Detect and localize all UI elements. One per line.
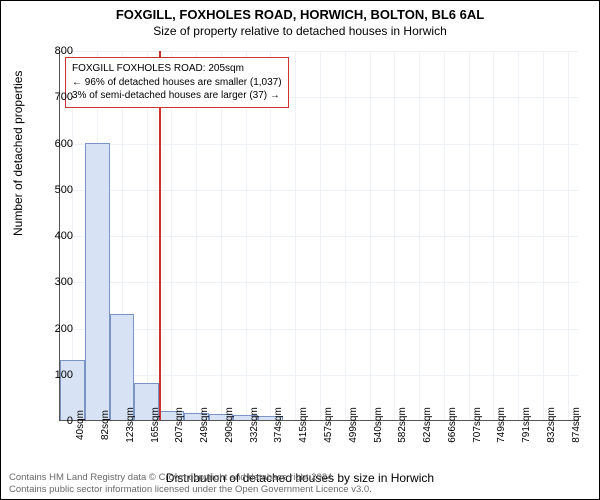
- chart-title-main: FOXGILL, FOXHOLES ROAD, HORWICH, BOLTON,…: [1, 1, 599, 22]
- x-tick-label: 540sqm: [373, 407, 384, 443]
- gridline-v: [419, 51, 420, 420]
- gridline-v: [394, 51, 395, 420]
- gridline-v: [518, 51, 519, 420]
- y-tick-label: 500: [33, 184, 73, 196]
- histogram-bar: [85, 143, 110, 421]
- x-tick-label: 874sqm: [571, 407, 582, 443]
- y-tick-label: 100: [33, 369, 73, 381]
- x-tick-label: 40sqm: [75, 410, 86, 440]
- x-tick-label: 832sqm: [546, 407, 557, 443]
- footer-line: Contains HM Land Registry data © Crown c…: [9, 472, 372, 484]
- chart-title-sub: Size of property relative to detached ho…: [1, 22, 599, 42]
- x-tick-label: 207sqm: [174, 407, 185, 443]
- chart-container: FOXGILL, FOXHOLES ROAD, HORWICH, BOLTON,…: [0, 0, 600, 500]
- footer-attribution: Contains HM Land Registry data © Crown c…: [9, 472, 372, 496]
- annotation-line: 3% of semi-detached houses are larger (3…: [72, 89, 282, 103]
- gridline-v: [568, 51, 569, 420]
- x-tick-label: 499sqm: [348, 407, 359, 443]
- gridline-v: [345, 51, 346, 420]
- gridline-v: [469, 51, 470, 420]
- y-tick-label: 600: [33, 138, 73, 150]
- y-tick-label: 300: [33, 276, 73, 288]
- histogram-bar: [110, 314, 135, 420]
- x-tick-label: 249sqm: [199, 407, 210, 443]
- footer-line: Contains public sector information licen…: [9, 484, 372, 496]
- x-tick-label: 624sqm: [422, 407, 433, 443]
- x-tick-label: 749sqm: [496, 407, 507, 443]
- gridline-v: [543, 51, 544, 420]
- x-tick-label: 290sqm: [224, 407, 235, 443]
- gridline-v: [295, 51, 296, 420]
- chart-area: FOXGILL FOXHOLES ROAD: 205sqm ← 96% of d…: [59, 51, 579, 421]
- y-axis-label: Number of detached properties: [11, 71, 25, 236]
- gridline-v: [370, 51, 371, 420]
- annotation-box: FOXGILL FOXHOLES ROAD: 205sqm ← 96% of d…: [65, 57, 289, 108]
- y-tick-label: 0: [33, 415, 73, 427]
- x-tick-label: 82sqm: [100, 410, 111, 440]
- x-tick-label: 332sqm: [249, 407, 260, 443]
- y-tick-label: 400: [33, 230, 73, 242]
- x-tick-label: 582sqm: [397, 407, 408, 443]
- x-tick-label: 707sqm: [472, 407, 483, 443]
- annotation-line: ← 96% of detached houses are smaller (1,…: [72, 76, 282, 90]
- x-tick-label: 165sqm: [150, 407, 161, 443]
- y-tick-label: 700: [33, 91, 73, 103]
- gridline-v: [320, 51, 321, 420]
- x-tick-label: 123sqm: [125, 407, 136, 443]
- y-tick-label: 200: [33, 323, 73, 335]
- x-tick-label: 791sqm: [521, 407, 532, 443]
- x-tick-label: 415sqm: [298, 407, 309, 443]
- x-tick-label: 666sqm: [447, 407, 458, 443]
- gridline-v: [493, 51, 494, 420]
- annotation-line: FOXGILL FOXHOLES ROAD: 205sqm: [72, 62, 282, 76]
- x-tick-label: 457sqm: [323, 407, 334, 443]
- y-tick-label: 800: [33, 45, 73, 57]
- x-tick-label: 374sqm: [273, 407, 284, 443]
- gridline-v: [444, 51, 445, 420]
